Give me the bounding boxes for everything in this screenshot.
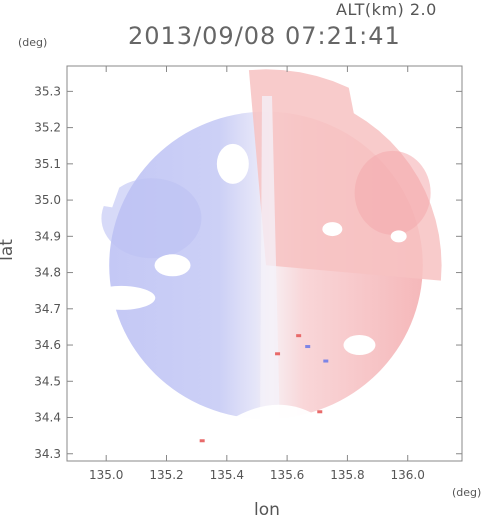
x-tick-label: 135.8 <box>330 468 364 482</box>
velocity-speck <box>296 334 302 338</box>
x-tick-label: 135.6 <box>270 468 304 482</box>
x-tick-label: 135.2 <box>149 468 183 482</box>
approaching-core <box>101 178 202 259</box>
no-echo-gap <box>87 285 156 310</box>
x-axis-unit: (deg) <box>452 486 482 499</box>
axis-ticks: 135.0 135.2 135.4 135.6 135.8 136.0 34.3 34.4 34… <box>34 66 462 482</box>
y-tick-label: 34.4 <box>34 411 61 425</box>
y-tick-label: 34.9 <box>34 229 61 243</box>
y-tick-label: 35.3 <box>34 84 61 98</box>
x-tick-label: 135.0 <box>89 468 123 482</box>
x-tick-label: 136.0 <box>391 468 425 482</box>
velocity-speck <box>305 345 311 349</box>
y-tick-label: 35.0 <box>34 193 61 207</box>
no-echo-gap <box>154 254 191 277</box>
zero-velocity-band <box>260 96 281 431</box>
velocity-speck <box>323 359 329 363</box>
southern-gap <box>181 404 342 461</box>
no-echo-gap <box>343 335 376 356</box>
velocity-speck <box>317 410 323 414</box>
x-tick-label: 135.4 <box>210 468 244 482</box>
x-axis-label: lon <box>254 500 280 520</box>
plot-area <box>67 66 442 461</box>
no-echo-gap <box>390 230 407 243</box>
y-tick-label: 34.3 <box>34 447 61 461</box>
y-axis-unit: (deg) <box>18 36 48 49</box>
altitude-label: ALT(km) 2.0 <box>336 0 437 19</box>
no-echo-gap <box>216 143 249 184</box>
y-tick-label: 34.6 <box>34 338 61 352</box>
y-tick-label: 35.1 <box>34 157 61 171</box>
y-tick-label: 34.8 <box>34 266 61 280</box>
receding-core <box>354 150 431 235</box>
no-echo-gap <box>322 222 343 237</box>
northwest-gap <box>67 66 131 208</box>
velocity-speck <box>275 352 281 356</box>
y-tick-label: 35.2 <box>34 121 61 135</box>
y-tick-label: 34.5 <box>34 374 61 388</box>
timestamp-title: 2013/09/08 07:21:41 <box>128 22 401 50</box>
y-tick-label: 34.7 <box>34 302 61 316</box>
velocity-speck <box>199 439 205 443</box>
plot-frame <box>66 65 463 462</box>
